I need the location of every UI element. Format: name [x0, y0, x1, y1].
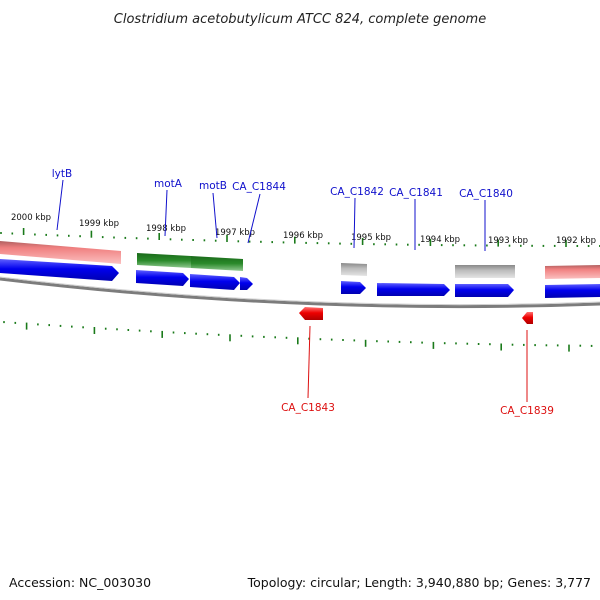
feature-green-motb	[191, 256, 243, 271]
gene-label-ca-c1840[interactable]: CA_C1840	[459, 188, 513, 200]
tick-label-1992kbp: 1992 kbp	[556, 236, 596, 246]
genome-summary-label: Topology: circular; Length: 3,940,880 bp…	[247, 575, 591, 590]
gene-label-ca-c1839[interactable]: CA_C1839	[500, 405, 554, 417]
tick-label-1995kbp: 1995 kbp	[351, 233, 391, 243]
tick-label-1993kbp: 1993 kbp	[488, 236, 528, 246]
upper-tick-ruler	[0, 228, 600, 247]
cds-forward-ca-c1844[interactable]	[240, 277, 253, 290]
cds-forward-motb[interactable]	[190, 274, 240, 290]
tick-label-1996kbp: 1996 kbp	[283, 231, 323, 241]
tick-label-1998kbp: 1998 kbp	[146, 224, 186, 234]
feature-pink-lytb	[0, 241, 121, 264]
accession-label: Accession: NC_003030	[9, 575, 151, 590]
gene-label-mota[interactable]: motA	[154, 178, 183, 190]
leader-line-motb	[212, 192, 218, 239]
cds-forward-lytb[interactable]	[0, 259, 119, 281]
tick-label-1997kbp: 1997 kbp	[215, 228, 255, 238]
cds-forward-right-edge[interactable]	[545, 284, 600, 298]
tick-label-1999kbp: 1999 kbp	[79, 219, 119, 229]
leader-line-ca-c1843	[307, 325, 311, 399]
genome-backbone	[0, 277, 600, 309]
leader-line-lytb	[56, 179, 64, 231]
cds-reverse-ca-c1843[interactable]	[299, 307, 323, 320]
gene-label-ca-c1842[interactable]: CA_C1842	[330, 186, 384, 198]
gene-label-ca-c1841[interactable]: CA_C1841	[389, 187, 443, 199]
genome-backbone-highlight	[0, 276, 600, 306]
leader-line-ca-c1842	[353, 197, 356, 249]
cds-forward-ca-c1841[interactable]	[377, 283, 450, 296]
cds-forward-ca-c1842[interactable]	[341, 281, 366, 294]
leader-line-mota	[164, 189, 168, 237]
tick-label-2000kbp: 2000 kbp	[11, 213, 51, 223]
tick-label-1994kbp: 1994 kbp	[420, 235, 460, 245]
cds-forward-mota[interactable]	[136, 270, 189, 286]
feature-gray-1	[341, 263, 367, 276]
leader-line-ca-c1844	[247, 193, 261, 244]
feature-green-mota	[137, 253, 191, 268]
lower-tick-ruler	[3, 321, 593, 352]
gene-label-ca-c1844[interactable]: CA_C1844	[232, 181, 286, 193]
gene-label-lytb[interactable]: lytB	[52, 168, 72, 180]
gene-label-motb[interactable]: motB	[199, 180, 227, 192]
feature-pink-right	[545, 265, 600, 279]
cds-reverse-ca-c1839[interactable]	[522, 312, 533, 324]
gene-label-ca-c1843[interactable]: CA_C1843	[281, 402, 335, 414]
feature-gray-2	[455, 265, 515, 278]
cds-forward-ca-c1840[interactable]	[455, 284, 514, 297]
map-title: Clostridium acetobutylicum ATCC 824, com…	[114, 12, 486, 27]
